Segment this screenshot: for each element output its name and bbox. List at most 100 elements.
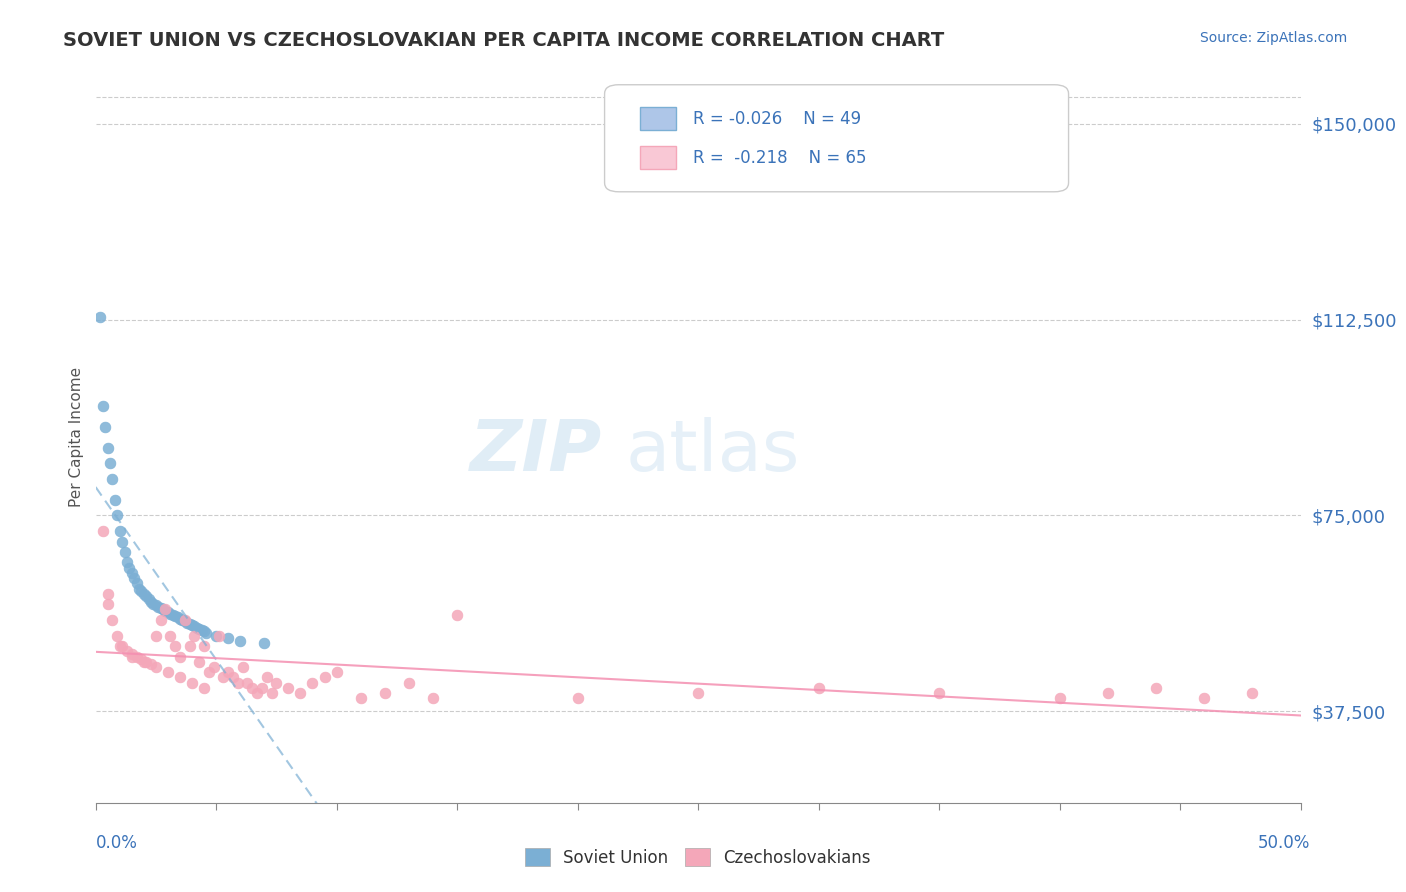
- Text: 50.0%: 50.0%: [1258, 834, 1310, 852]
- Point: [148, 599, 170, 614]
- Point: [183, 619, 205, 633]
- Point: [121, 566, 143, 580]
- Point: [125, 649, 148, 664]
- Point: [928, 686, 950, 700]
- Point: [128, 582, 150, 596]
- Point: [166, 610, 188, 624]
- Point: [240, 681, 263, 695]
- Point: [173, 614, 195, 628]
- Point: [169, 670, 191, 684]
- Point: [108, 639, 131, 653]
- Point: [169, 649, 191, 664]
- Point: [89, 310, 111, 324]
- Point: [188, 655, 211, 669]
- Point: [686, 686, 709, 700]
- Point: [105, 629, 128, 643]
- Point: [155, 603, 177, 617]
- Point: [217, 632, 239, 646]
- Point: [186, 621, 208, 635]
- Point: [446, 607, 468, 622]
- Point: [190, 624, 212, 638]
- Point: [115, 644, 138, 658]
- Point: [181, 675, 204, 690]
- Point: [314, 670, 336, 684]
- Point: [115, 556, 138, 570]
- Point: [108, 524, 131, 538]
- Point: [422, 691, 444, 706]
- Point: [132, 655, 155, 669]
- Point: [165, 639, 187, 653]
- Text: Source: ZipAtlas.com: Source: ZipAtlas.com: [1199, 31, 1347, 45]
- Point: [256, 670, 278, 684]
- Point: [132, 587, 155, 601]
- Point: [91, 399, 114, 413]
- Point: [131, 652, 153, 666]
- Point: [173, 613, 195, 627]
- Point: [202, 660, 225, 674]
- Point: [152, 602, 174, 616]
- Point: [398, 675, 420, 690]
- Point: [97, 441, 120, 455]
- Point: [232, 660, 254, 674]
- Point: [101, 613, 124, 627]
- Point: [226, 675, 249, 690]
- Point: [325, 665, 347, 680]
- Point: [145, 660, 167, 674]
- Point: [205, 629, 228, 643]
- Point: [114, 545, 136, 559]
- Point: [121, 647, 143, 661]
- Text: 0.0%: 0.0%: [96, 834, 138, 852]
- Text: R =  -0.218    N = 65: R = -0.218 N = 65: [693, 149, 866, 167]
- Point: [195, 626, 218, 640]
- Point: [1097, 686, 1119, 700]
- Point: [149, 613, 172, 627]
- Point: [162, 607, 184, 622]
- Point: [159, 629, 181, 643]
- Point: [98, 456, 121, 470]
- Text: SOVIET UNION VS CZECHOSLOVAKIAN PER CAPITA INCOME CORRELATION CHART: SOVIET UNION VS CZECHOSLOVAKIAN PER CAPI…: [63, 31, 945, 50]
- Point: [193, 681, 215, 695]
- Point: [374, 686, 396, 700]
- Point: [105, 508, 128, 523]
- Point: [156, 665, 179, 680]
- Point: [250, 681, 273, 695]
- Text: atlas: atlas: [626, 417, 800, 486]
- Point: [183, 629, 205, 643]
- Text: R = -0.026    N = 49: R = -0.026 N = 49: [693, 110, 862, 128]
- Point: [165, 608, 187, 623]
- Point: [101, 472, 124, 486]
- Point: [139, 657, 162, 672]
- Point: [229, 633, 252, 648]
- Point: [301, 675, 323, 690]
- Point: [193, 624, 215, 639]
- Point: [188, 623, 211, 637]
- Point: [111, 534, 134, 549]
- Point: [94, 419, 117, 434]
- Point: [212, 670, 235, 684]
- Point: [1192, 691, 1215, 706]
- Point: [104, 492, 127, 507]
- Point: [236, 675, 259, 690]
- Point: [179, 617, 201, 632]
- Point: [159, 607, 181, 621]
- Point: [142, 597, 165, 611]
- Point: [260, 686, 283, 700]
- Point: [125, 576, 148, 591]
- Point: [97, 587, 120, 601]
- Text: ZIP: ZIP: [470, 417, 602, 486]
- Point: [97, 597, 120, 611]
- Point: [172, 613, 194, 627]
- Point: [807, 681, 830, 695]
- Point: [181, 618, 204, 632]
- Point: [207, 629, 229, 643]
- Y-axis label: Per Capita Income: Per Capita Income: [69, 367, 84, 508]
- Point: [138, 592, 160, 607]
- Point: [193, 639, 215, 653]
- Point: [155, 602, 177, 616]
- Legend: Soviet Union, Czechoslovakians: Soviet Union, Czechoslovakians: [517, 840, 879, 875]
- Point: [198, 665, 221, 680]
- Point: [122, 571, 145, 585]
- Point: [567, 691, 589, 706]
- Point: [1241, 686, 1264, 700]
- Point: [179, 639, 201, 653]
